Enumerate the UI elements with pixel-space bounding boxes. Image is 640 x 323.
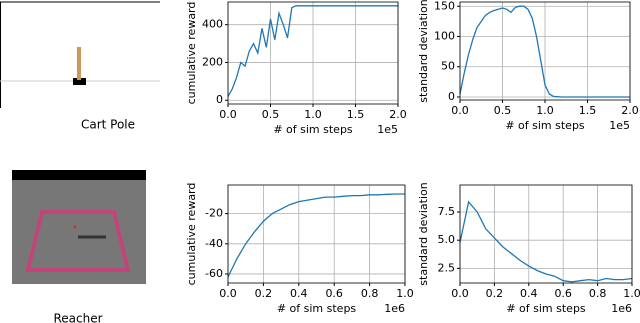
reacher-image xyxy=(12,170,146,284)
x-tick-label: 1.0 xyxy=(536,104,554,117)
x-tick-label: 0.2 xyxy=(486,287,504,300)
x-tick-label: 0.0 xyxy=(219,108,237,121)
plot-frame xyxy=(227,1,399,105)
y-tick-label: 200 xyxy=(202,55,223,68)
y-tick-label: 150 xyxy=(434,0,455,12)
x-tick-label: 0.6 xyxy=(325,287,343,300)
x-tick-label: 0.4 xyxy=(290,287,308,300)
x-offset-label: 1e5 xyxy=(609,119,630,132)
x-offset-label: 1e5 xyxy=(377,123,398,136)
x-tick-label: 0.8 xyxy=(589,287,607,300)
y-tick-label: 50 xyxy=(441,60,455,73)
x-tick-label: 0.2 xyxy=(255,287,273,300)
y-tick-label: -20 xyxy=(205,207,223,220)
y-tick-label: 0 xyxy=(216,93,223,106)
x-tick-label: 1.0 xyxy=(304,108,322,121)
x-tick-label: 1.5 xyxy=(579,104,597,117)
x-tick-label: 1.5 xyxy=(347,108,365,121)
x-tick-label: 1.0 xyxy=(623,287,640,300)
x-offset-label: 1e6 xyxy=(384,302,405,315)
data-line xyxy=(459,5,630,98)
y-axis-label: cumulative reward xyxy=(185,183,198,286)
data-line xyxy=(459,200,633,283)
x-axis-label: # of sim steps xyxy=(505,119,585,132)
cart-pole-image xyxy=(0,1,160,108)
y-tick-label: -40 xyxy=(205,237,223,250)
env-label: Reacher xyxy=(53,312,102,323)
y-tick-label: 7.5 xyxy=(438,205,456,218)
x-tick-label: 1.0 xyxy=(396,287,414,300)
y-tick-label: 2.5 xyxy=(438,261,456,274)
x-tick-label: 0.5 xyxy=(262,108,280,121)
y-tick-label: 100 xyxy=(434,29,455,42)
x-tick-label: 2.0 xyxy=(389,108,407,121)
env-label: Cart Pole xyxy=(81,118,135,132)
x-tick-label: 0.0 xyxy=(451,287,469,300)
plot-frame xyxy=(459,1,631,101)
plot-frame xyxy=(459,184,633,284)
y-tick-label: -60 xyxy=(205,267,223,280)
y-axis-label: standard deviation xyxy=(417,182,430,285)
x-axis-label: # of sim steps xyxy=(273,123,353,136)
data-line xyxy=(227,5,398,97)
x-axis-label: # of sim steps xyxy=(506,302,586,315)
x-tick-label: 0.0 xyxy=(451,104,469,117)
y-tick-label: 400 xyxy=(202,18,223,31)
x-tick-label: 0.0 xyxy=(219,287,237,300)
y-tick-label: 0 xyxy=(448,90,455,103)
x-tick-label: 0.4 xyxy=(520,287,538,300)
x-axis-label: # of sim steps xyxy=(277,302,357,315)
x-tick-label: 2.0 xyxy=(621,104,639,117)
plot-frame xyxy=(227,184,406,284)
y-axis-label: standard deviation xyxy=(417,0,430,103)
y-axis-label: cumulative reward xyxy=(185,2,198,105)
y-tick-label: 5.0 xyxy=(438,233,456,246)
x-tick-label: 0.5 xyxy=(494,104,512,117)
data-line xyxy=(227,193,405,278)
x-tick-label: 0.6 xyxy=(554,287,572,300)
x-tick-label: 0.8 xyxy=(361,287,379,300)
x-offset-label: 1e6 xyxy=(611,302,632,315)
